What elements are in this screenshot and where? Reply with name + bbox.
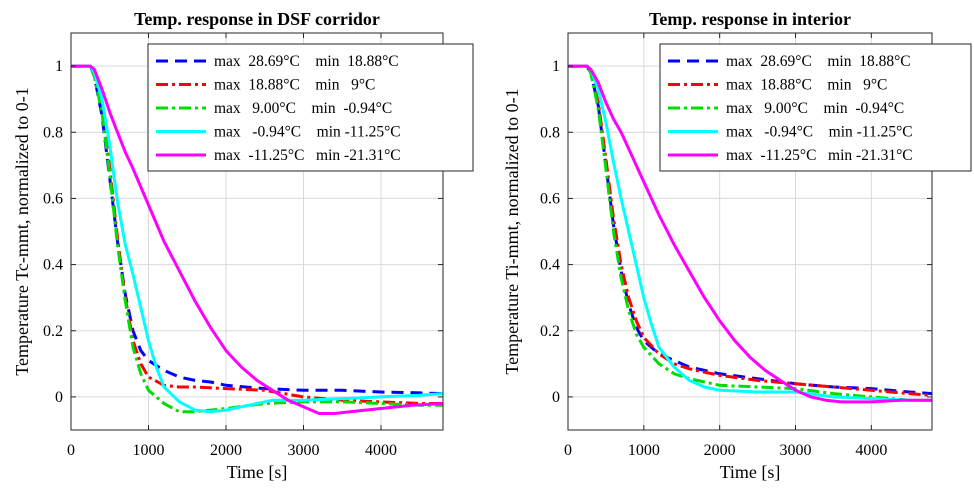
chart-title: Temp. response in DSF corridor: [134, 9, 380, 29]
legend-label-0: max 28.69°C min 18.88°C: [214, 53, 399, 70]
x-tick-label: 3000: [780, 442, 812, 459]
y-tick-label: 0.8: [540, 124, 560, 141]
y-tick-label: 0.8: [43, 124, 63, 141]
y-tick-label: 0: [552, 389, 560, 406]
legend-label-3: max -0.94°C min -11.25°C: [214, 124, 401, 141]
legend-label-3: max -0.94°C min -11.25°C: [726, 124, 913, 141]
x-tick-label: 0: [67, 442, 75, 459]
series-line-4: [568, 64, 932, 404]
y-tick-label: 0.6: [540, 190, 560, 207]
y-tick-label: 1: [55, 58, 63, 75]
x-tick-label: 2000: [704, 442, 736, 459]
axes-box: [70, 32, 444, 431]
legend: max 28.69°C min 18.88°C max 18.88°C min 9…: [147, 43, 474, 172]
series-line-2: [568, 64, 932, 402]
legend: max 28.69°C min 18.88°C max 18.88°C min 9…: [659, 43, 972, 172]
y-axis-label: Temperature Ti-mmt, normalized to 0-1: [502, 88, 522, 374]
series-line-3: [568, 64, 932, 402]
y-tick-label: 0.2: [43, 323, 63, 340]
x-tick-label: 2000: [210, 442, 242, 459]
legend-label-4: max -11.25°C min -21.31°C: [214, 147, 401, 164]
y-tick-label: 0.4: [540, 257, 560, 274]
y-tick-label: 0: [55, 389, 63, 406]
series-line-2: [71, 64, 443, 414]
x-tick-label: 1000: [628, 442, 660, 459]
x-tick-label: 4000: [365, 442, 397, 459]
y-tick-label: 0.4: [43, 257, 63, 274]
y-tick-label: 0.2: [540, 323, 560, 340]
legend-label-4: max -11.25°C min -21.31°C: [726, 147, 913, 164]
x-tick-label: 4000: [855, 442, 887, 459]
legend-label-1: max 18.88°C min 9°C: [214, 77, 375, 94]
x-tick-label: 1000: [133, 442, 165, 459]
legend-box: [659, 43, 972, 172]
y-tick-label: 0.6: [43, 190, 63, 207]
x-tick-label: 0: [564, 442, 572, 459]
x-axis-label: Time [s]: [227, 462, 288, 482]
series-line-4: [71, 64, 443, 415]
legend-label-2: max 9.00°C min -0.94°C: [726, 100, 904, 117]
legend-label-2: max 9.00°C min -0.94°C: [214, 100, 392, 117]
y-axis-label: Temperature Tc-mmt, normalized to 0-1: [12, 87, 32, 376]
x-tick-label: 3000: [288, 442, 320, 459]
legend-label-1: max 18.88°C min 9°C: [726, 77, 887, 94]
legend-label-0: max 28.69°C min 18.88°C: [726, 53, 911, 70]
chart-0: 0 1000 2000 3000 4000 0 0.2 0.4 0.6 0.8 1 Temp. res…: [12, 9, 474, 482]
chart-1: 0 1000 2000 3000 4000 0 0.2 0.4 0.6 0.8 1 Temp. res…: [502, 9, 972, 482]
chart-title: Temp. response in interior: [649, 9, 851, 29]
series-line-3: [71, 64, 443, 414]
x-axis-label: Time [s]: [720, 462, 781, 482]
axes-box: [567, 32, 933, 431]
y-tick-label: 1: [552, 58, 560, 75]
